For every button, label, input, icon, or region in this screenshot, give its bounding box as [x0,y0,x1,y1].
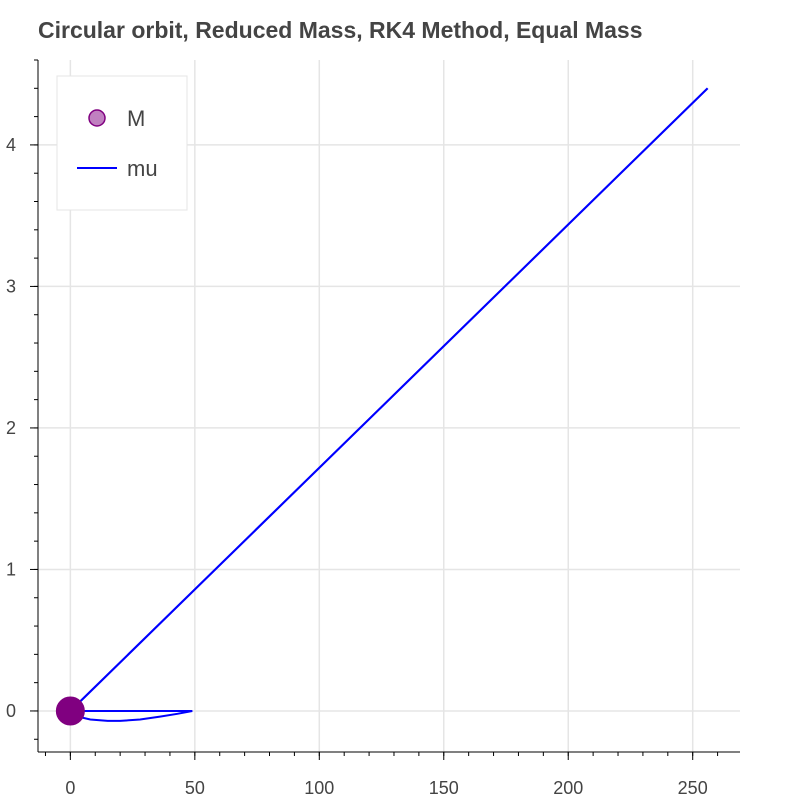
x-tick-label: 200 [553,778,583,798]
y-tick-label: 1 [6,559,16,579]
y-tick-label: 4 [6,135,16,155]
x-tick-label: 0 [65,778,75,798]
y-tick-label: 2 [6,418,16,438]
legend-marker-icon [88,109,106,127]
series-marker-M [55,696,85,726]
y-tick-label: 3 [6,276,16,296]
axes: 0 50 100 150 200 250 0 1 2 3 4 [6,59,740,798]
x-tick-label: 150 [429,778,459,798]
legend-label: M [127,106,145,131]
legend-label: mu [127,156,158,181]
series-layer [55,87,709,726]
legend: Mmu [56,75,188,211]
y-tick-label: 0 [6,701,16,721]
x-tick-label: 250 [678,778,708,798]
legend-box [56,75,188,211]
x-tick-label: 50 [185,778,205,798]
series-line-mu [69,87,709,712]
grid [38,60,740,752]
chart-title: Circular orbit, Reduced Mass, RK4 Method… [38,17,643,43]
x-tick-label: 100 [304,778,334,798]
